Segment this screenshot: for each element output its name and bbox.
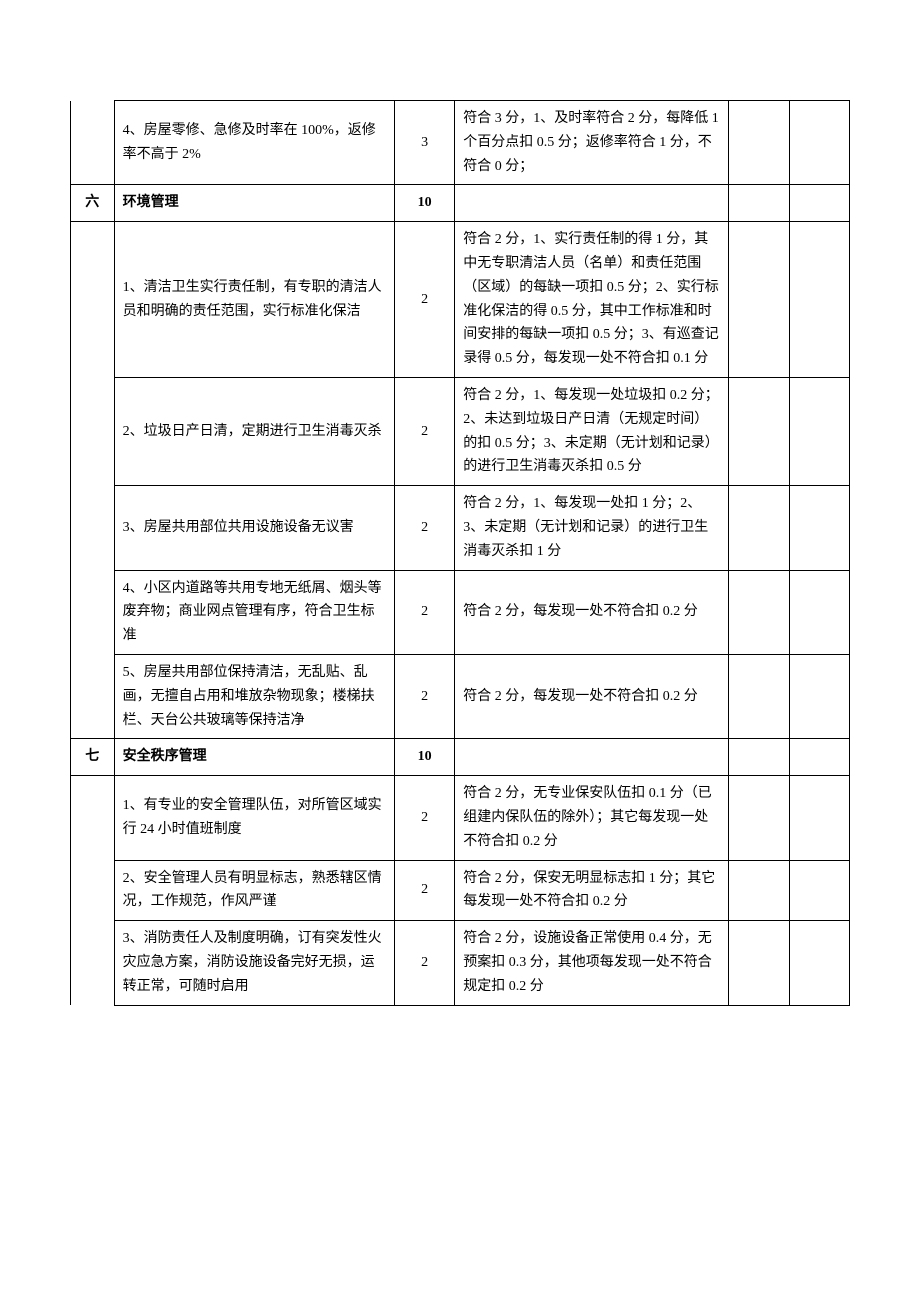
row-blank-1 (729, 860, 789, 921)
row-score: 2 (395, 776, 455, 860)
row-number (71, 921, 115, 1005)
table-row: 2、安全管理人员有明显标志，熟悉辖区情况，工作规范，作风严谨2符合 2 分，保安… (71, 860, 850, 921)
row-description: 1、清洁卫生实行责任制，有专职的清洁人员和明确的责任范围，实行标准化保洁 (114, 222, 394, 378)
row-score: 2 (395, 654, 455, 738)
table-row: 3、消防责任人及制度明确，订有突发性火灾应急方案，消防设施设备完好无损，运转正常… (71, 921, 850, 1005)
row-blank-2 (789, 101, 849, 185)
row-rule (455, 185, 729, 222)
row-blank-1 (729, 377, 789, 485)
table-row: 2、垃圾日产日清，定期进行卫生消毒灭杀2符合 2 分，1、每发现一处垃圾扣 0.… (71, 377, 850, 485)
row-number (71, 654, 115, 738)
row-number (71, 776, 115, 860)
row-description: 2、安全管理人员有明显标志，熟悉辖区情况，工作规范，作风严谨 (114, 860, 394, 921)
row-score: 2 (395, 377, 455, 485)
row-blank-2 (789, 654, 849, 738)
row-blank-2 (789, 776, 849, 860)
row-score: 2 (395, 860, 455, 921)
row-blank-1 (729, 776, 789, 860)
row-blank-1 (729, 486, 789, 570)
row-score: 2 (395, 222, 455, 378)
row-score: 3 (395, 101, 455, 185)
row-number (71, 101, 115, 185)
row-blank-2 (789, 222, 849, 378)
row-rule: 符合 2 分，1、每发现一处垃圾扣 0.2 分；2、未达到垃圾日产日清（无规定时… (455, 377, 729, 485)
row-description: 4、房屋零修、急修及时率在 100%，返修率不高于 2% (114, 101, 394, 185)
row-blank-2 (789, 921, 849, 1005)
row-score: 2 (395, 921, 455, 1005)
row-description: 3、消防责任人及制度明确，订有突发性火灾应急方案，消防设施设备完好无损，运转正常… (114, 921, 394, 1005)
evaluation-table: 4、房屋零修、急修及时率在 100%，返修率不高于 2%3符合 3 分，1、及时… (70, 100, 850, 1006)
table-row: 1、清洁卫生实行责任制，有专职的清洁人员和明确的责任范围，实行标准化保洁2符合 … (71, 222, 850, 378)
row-blank-1 (729, 101, 789, 185)
row-number: 六 (71, 185, 115, 222)
row-description: 2、垃圾日产日清，定期进行卫生消毒灭杀 (114, 377, 394, 485)
row-number: 七 (71, 739, 115, 776)
row-blank-2 (789, 739, 849, 776)
row-score: 10 (395, 739, 455, 776)
row-blank-2 (789, 860, 849, 921)
row-rule (455, 739, 729, 776)
row-blank-1 (729, 654, 789, 738)
row-number (71, 486, 115, 570)
table-row: 1、有专业的安全管理队伍，对所管区域实行 24 小时值班制度2符合 2 分，无专… (71, 776, 850, 860)
row-score: 2 (395, 486, 455, 570)
table-row: 七安全秩序管理10 (71, 739, 850, 776)
row-description: 5、房屋共用部位保持清洁，无乱贴、乱画，无擅自占用和堆放杂物现象；楼梯扶栏、天台… (114, 654, 394, 738)
row-description: 1、有专业的安全管理队伍，对所管区域实行 24 小时值班制度 (114, 776, 394, 860)
table-row: 4、房屋零修、急修及时率在 100%，返修率不高于 2%3符合 3 分，1、及时… (71, 101, 850, 185)
table-row: 5、房屋共用部位保持清洁，无乱贴、乱画，无擅自占用和堆放杂物现象；楼梯扶栏、天台… (71, 654, 850, 738)
row-description: 4、小区内道路等共用专地无纸屑、烟头等废弃物；商业网点管理有序，符合卫生标准 (114, 570, 394, 654)
table-row: 4、小区内道路等共用专地无纸屑、烟头等废弃物；商业网点管理有序，符合卫生标准2符… (71, 570, 850, 654)
row-blank-2 (789, 570, 849, 654)
row-blank-1 (729, 921, 789, 1005)
row-score: 10 (395, 185, 455, 222)
row-rule: 符合 3 分，1、及时率符合 2 分，每降低 1 个百分点扣 0.5 分；返修率… (455, 101, 729, 185)
table-row: 六环境管理10 (71, 185, 850, 222)
row-description: 安全秩序管理 (114, 739, 394, 776)
row-blank-1 (729, 570, 789, 654)
row-blank-1 (729, 739, 789, 776)
row-score: 2 (395, 570, 455, 654)
row-blank-1 (729, 185, 789, 222)
row-rule: 符合 2 分，每发现一处不符合扣 0.2 分 (455, 654, 729, 738)
row-number (71, 377, 115, 485)
row-blank-2 (789, 486, 849, 570)
row-rule: 符合 2 分，设施设备正常使用 0.4 分，无预案扣 0.3 分，其他项每发现一… (455, 921, 729, 1005)
row-rule: 符合 2 分，1、每发现一处扣 1 分；2、3、未定期（无计划和记录）的进行卫生… (455, 486, 729, 570)
row-number (71, 860, 115, 921)
row-blank-2 (789, 185, 849, 222)
row-number (71, 570, 115, 654)
row-rule: 符合 2 分，无专业保安队伍扣 0.1 分（已组建内保队伍的除外）；其它每发现一… (455, 776, 729, 860)
row-description: 3、房屋共用部位共用设施设备无议害 (114, 486, 394, 570)
row-description: 环境管理 (114, 185, 394, 222)
row-blank-1 (729, 222, 789, 378)
row-blank-2 (789, 377, 849, 485)
row-rule: 符合 2 分，1、实行责任制的得 1 分，其中无专职清洁人员（名单）和责任范围（… (455, 222, 729, 378)
row-rule: 符合 2 分，保安无明显标志扣 1 分；其它每发现一处不符合扣 0.2 分 (455, 860, 729, 921)
row-rule: 符合 2 分，每发现一处不符合扣 0.2 分 (455, 570, 729, 654)
table-row: 3、房屋共用部位共用设施设备无议害2符合 2 分，1、每发现一处扣 1 分；2、… (71, 486, 850, 570)
row-number (71, 222, 115, 378)
